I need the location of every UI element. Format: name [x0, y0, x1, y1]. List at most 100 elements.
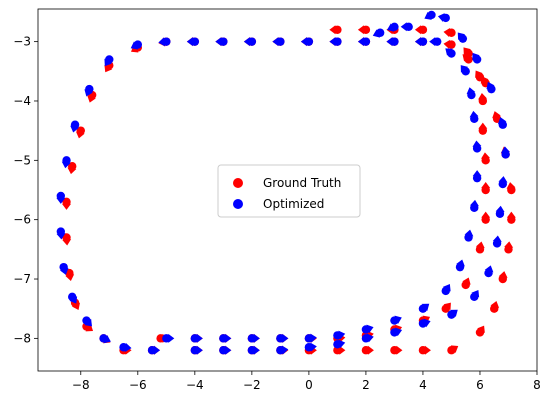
heading-arrow	[500, 146, 510, 153]
heading-arrow	[480, 76, 489, 84]
heading-arrow	[366, 333, 374, 343]
heading-arrow	[357, 37, 364, 47]
legend-marker-optimized	[233, 199, 243, 209]
heading-arrow	[84, 318, 93, 327]
heading-arrow	[196, 345, 203, 355]
series-layer	[56, 10, 516, 355]
heading-arrow	[396, 345, 403, 355]
heading-arrow	[497, 117, 507, 125]
heading-arrow	[154, 345, 161, 355]
heading-arrow	[300, 37, 307, 47]
heading-arrow	[62, 203, 72, 210]
heading-arrow	[225, 333, 232, 343]
heading-arrow	[471, 289, 480, 298]
heading-arrow	[463, 47, 471, 55]
heading-arrow	[475, 241, 485, 249]
heading-arrow	[495, 205, 505, 213]
heading-arrow	[460, 65, 468, 73]
heading-arrow	[472, 140, 482, 147]
y-tick-label: −6	[13, 213, 31, 227]
heading-arrow	[104, 58, 112, 67]
x-tick-label: −4	[186, 378, 204, 392]
heading-arrow	[130, 41, 139, 50]
heading-arrow	[387, 23, 395, 32]
x-tick-label: −8	[72, 378, 90, 392]
y-tick-label: −5	[13, 153, 31, 167]
heading-arrow	[56, 233, 66, 240]
y-tick-label: −4	[13, 94, 31, 108]
x-tick-label: 6	[476, 378, 484, 392]
heading-arrow	[481, 211, 491, 218]
heading-arrow	[442, 284, 451, 292]
heading-arrow	[87, 95, 96, 103]
heading-arrow	[469, 110, 479, 118]
heading-arrow	[366, 324, 374, 334]
legend-label-optimized: Optimized	[263, 197, 324, 211]
heading-arrow	[243, 37, 250, 47]
heading-arrow	[65, 274, 75, 281]
y-tick-label: −8	[13, 331, 31, 345]
heading-arrow	[400, 22, 407, 32]
heading-arrow	[125, 342, 132, 352]
y-tick-label: −3	[13, 35, 31, 49]
legend-box	[217, 164, 361, 218]
heading-arrow	[215, 37, 222, 47]
axes-frame	[37, 8, 538, 372]
heading-arrow	[367, 345, 374, 355]
heading-arrow	[84, 89, 93, 97]
heading-arrow	[469, 199, 479, 207]
heading-arrow	[70, 125, 79, 133]
heading-arrow	[394, 315, 402, 324]
heading-arrow	[253, 333, 260, 343]
heading-arrow	[456, 259, 465, 267]
heading-arrow	[386, 37, 393, 47]
heading-arrow	[462, 277, 471, 285]
heading-arrow	[492, 111, 501, 119]
heading-arrow	[225, 345, 232, 355]
heading-arrow	[429, 37, 436, 47]
heading-arrow	[450, 345, 459, 353]
heading-arrow	[62, 239, 72, 246]
heading-arrow	[424, 11, 432, 20]
heading-arrow	[443, 28, 450, 38]
heading-arrow	[475, 70, 483, 78]
legend-marker-ground-truth	[233, 178, 243, 188]
heading-arrow	[59, 267, 69, 275]
heading-arrow	[492, 235, 502, 242]
x-tick-label: −6	[129, 378, 147, 392]
heading-arrow	[158, 37, 165, 47]
heading-arrow	[498, 176, 508, 183]
x-tick-label: 8	[533, 378, 541, 392]
heading-arrow	[281, 345, 289, 355]
heading-arrow	[457, 32, 466, 40]
heading-arrow	[450, 309, 458, 317]
heading-arrow	[422, 315, 431, 324]
heading-arrow	[372, 29, 381, 38]
series-optimized	[56, 10, 510, 355]
heading-arrow	[61, 161, 71, 169]
heading-arrow	[310, 342, 317, 352]
heading-arrow	[339, 345, 346, 355]
x-tick-label: −2	[243, 378, 261, 392]
heading-arrow	[310, 333, 317, 343]
heading-arrow	[186, 37, 193, 47]
heading-arrow	[196, 333, 203, 343]
heading-arrow	[67, 167, 77, 175]
heading-arrow	[414, 37, 421, 47]
heading-arrow	[486, 81, 495, 90]
x-tick-label: 0	[305, 378, 313, 392]
heading-arrow	[490, 301, 500, 309]
heading-arrow	[477, 325, 485, 334]
x-tick-label: 2	[362, 378, 370, 392]
heading-arrow	[478, 122, 488, 129]
heading-arrow	[56, 197, 66, 204]
heading-arrow	[445, 48, 453, 56]
x-tick-label: 4	[419, 378, 427, 392]
heading-arrow	[168, 333, 175, 343]
heading-arrow	[504, 241, 514, 248]
heading-arrow	[478, 93, 488, 100]
heading-arrow	[464, 229, 474, 237]
heading-arrow	[357, 25, 364, 35]
legend-label-ground-truth: Ground Truth	[263, 176, 341, 190]
